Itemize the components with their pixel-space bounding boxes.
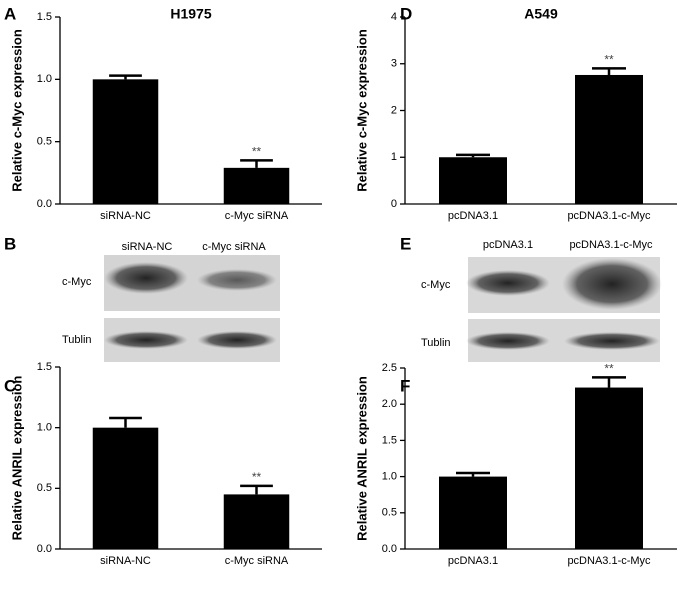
y-tick-label: 4: [391, 11, 397, 23]
annotation: **: [252, 470, 262, 484]
bar: [223, 494, 290, 549]
annotation: **: [604, 53, 614, 67]
error-bar: [109, 416, 142, 428]
y-tick-label: 1.5: [37, 361, 52, 373]
y-tick-label: 0.5: [382, 507, 397, 519]
bar: [223, 167, 290, 204]
x-tick-label: pcDNA3.1-c-Myc: [567, 210, 651, 222]
x-tick-label: siRNA-NC: [100, 555, 151, 567]
x-tick-label: c-Myc siRNA: [225, 555, 289, 567]
row-label: c-Myc: [62, 276, 92, 288]
error-bar: [109, 74, 142, 80]
x-tick-label: pcDNA3.1: [448, 210, 498, 222]
bar: [439, 157, 507, 204]
y-tick-label: 0.0: [37, 543, 52, 555]
y-tick-label: 1: [391, 151, 397, 163]
row-label: Tublin: [62, 334, 92, 346]
chart-title: A549: [524, 6, 558, 22]
error-bar: [592, 376, 626, 388]
y-tick-label: 0.5: [37, 136, 52, 148]
bar: [92, 427, 159, 549]
lane-label: pcDNA3.1: [483, 239, 533, 251]
error-bar: [592, 67, 626, 75]
chart-title: H1975: [170, 6, 211, 22]
y-tick-label: 2: [391, 104, 397, 116]
panel-letter: D: [400, 4, 412, 23]
y-axis-label: Relative c-Myc expression: [354, 29, 369, 192]
error-bar: [456, 471, 490, 477]
x-tick-label: siRNA-NC: [100, 210, 151, 222]
y-axis-label: Relative ANRIL expression: [9, 376, 24, 541]
y-tick-label: 2.5: [382, 362, 397, 374]
lane-label: c-Myc siRNA: [202, 241, 266, 253]
panel-letter: B: [4, 234, 16, 253]
x-tick-label: pcDNA3.1: [448, 555, 498, 567]
panel-letter: A: [4, 4, 16, 23]
row-label: c-Myc: [421, 279, 451, 291]
annotation: **: [252, 145, 262, 159]
lane-label: siRNA-NC: [122, 241, 173, 253]
error-bar: [240, 484, 273, 495]
error-bar: [456, 153, 490, 158]
annotation: **: [604, 362, 614, 376]
panel-letter: C: [4, 376, 16, 395]
y-tick-label: 0.5: [37, 482, 52, 494]
y-axis-label: Relative ANRIL expression: [354, 376, 369, 541]
blot-image: [466, 257, 662, 362]
x-tick-label: pcDNA3.1-c-Myc: [567, 555, 651, 567]
bar: [92, 79, 159, 204]
y-tick-label: 2.0: [382, 398, 397, 410]
y-tick-label: 3: [391, 58, 397, 70]
row-label: Tublin: [421, 337, 451, 349]
y-tick-label: 1.0: [37, 73, 52, 85]
lane-label: pcDNA3.1-c-Myc: [569, 239, 653, 251]
y-tick-label: 1.0: [37, 422, 52, 434]
y-tick-label: 1.0: [382, 471, 397, 483]
x-tick-label: c-Myc siRNA: [225, 210, 289, 222]
bar: [575, 387, 643, 549]
panel-letter: E: [400, 234, 411, 253]
y-tick-label: 1.5: [382, 434, 397, 446]
error-bar: [240, 159, 273, 168]
y-tick-label: 0.0: [37, 198, 52, 210]
y-axis-label: Relative c-Myc expression: [9, 29, 24, 192]
bar: [575, 74, 643, 204]
y-tick-label: 0: [391, 198, 397, 210]
bar: [439, 476, 507, 549]
y-tick-label: 1.5: [37, 11, 52, 23]
blot-image: [104, 255, 280, 362]
y-tick-label: 0.0: [382, 543, 397, 555]
